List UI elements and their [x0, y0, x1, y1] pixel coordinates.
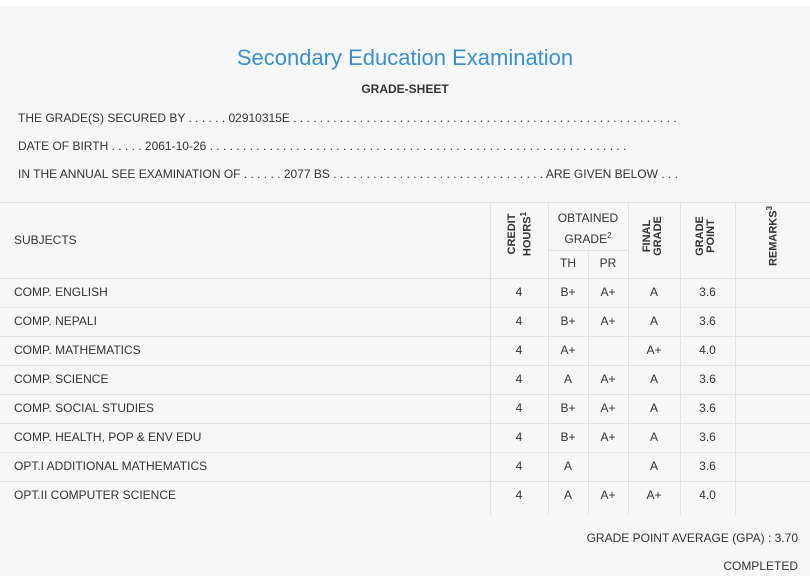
- grade-cell: 4.0: [699, 488, 716, 502]
- grade-cell: B+: [560, 285, 576, 299]
- grade-cell: A+: [600, 372, 616, 386]
- grade-cell: A: [649, 285, 658, 299]
- rule: [0, 452, 810, 453]
- grade-cell: 3.6: [699, 401, 716, 415]
- grade-cell: A: [649, 314, 658, 328]
- rule: [588, 250, 589, 515]
- grade-cell: A+: [600, 401, 616, 415]
- grade-cell: 3.6: [699, 459, 716, 473]
- grade-cell: 4: [515, 314, 523, 328]
- rule: [628, 202, 629, 515]
- header-cell: REMARKS3: [764, 201, 780, 271]
- subject: COMP. HEALTH, POP & ENV EDU: [14, 430, 202, 444]
- rule: [0, 481, 810, 482]
- subject: COMP. MATHEMATICS: [14, 343, 141, 357]
- rule: [0, 278, 810, 279]
- grade-cell: 3.6: [699, 314, 716, 328]
- grade-cell: A+: [600, 430, 616, 444]
- grade-cell: 4: [515, 459, 523, 473]
- subject: OPT.I ADDITIONAL MATHEMATICS: [14, 459, 208, 473]
- grade-cell: A: [563, 488, 572, 502]
- info-line: IN THE ANNUAL SEE EXAMINATION OF . . . .…: [18, 167, 678, 181]
- header-cell: TH: [560, 256, 576, 270]
- grade-cell: 4: [515, 343, 523, 357]
- rule: [0, 336, 810, 337]
- subject: COMP. SOCIAL STUDIES: [14, 401, 155, 415]
- subject: COMP. SCIENCE: [14, 372, 109, 386]
- header-cell: GRADE POINT: [694, 216, 717, 256]
- subject: COMP. ENGLISH: [14, 285, 108, 299]
- header-cell: SUBJECTS: [14, 233, 77, 247]
- rule: [0, 394, 810, 395]
- footnote: 1: [519, 211, 528, 217]
- grade-cell: 4.0: [699, 343, 716, 357]
- info-line: THE GRADE(S) SECURED BY . . . . . . 0291…: [18, 111, 677, 125]
- grade-cell: B+: [560, 401, 576, 415]
- subtitle: GRADE-SHEET: [361, 82, 449, 96]
- grade-cell: A: [563, 459, 572, 473]
- grade-cell: 3.6: [699, 372, 716, 386]
- header-text: OBTAINED GRADE: [557, 211, 619, 246]
- info-line: DATE OF BIRTH . . . . . 2061-10-26 . . .…: [18, 139, 627, 153]
- header-text: CREDIT HOURS: [506, 213, 534, 257]
- header-cell: PR: [599, 256, 617, 270]
- rule: [548, 202, 549, 515]
- gpa: GRADE POINT AVERAGE (GPA) : 3.70: [586, 531, 798, 545]
- rule: [680, 202, 681, 515]
- header-cell: FINAL GRADE: [641, 216, 664, 256]
- subject: COMP. NEPALI: [14, 314, 97, 328]
- grade-cell: 3.6: [699, 285, 716, 299]
- grade-cell: A: [563, 372, 572, 386]
- title: Secondary Education Examination: [236, 45, 574, 70]
- grade-cell: A+: [600, 314, 616, 328]
- footnote: 2: [607, 231, 612, 240]
- header-cell: OBTAINED GRADE2: [548, 210, 628, 248]
- grade-cell: A: [649, 401, 658, 415]
- grade-cell: A: [649, 430, 658, 444]
- grade-cell: A+: [600, 488, 616, 502]
- grade-cell: 3.6: [699, 430, 716, 444]
- rule: [490, 202, 491, 515]
- grade-cell: 4: [515, 430, 523, 444]
- rule: [0, 202, 810, 203]
- grade-sheet: Secondary Education Examination GRADE-SH…: [0, 6, 810, 576]
- grade-cell: 4: [515, 372, 523, 386]
- grade-cell: A+: [646, 343, 662, 357]
- rule: [0, 307, 810, 308]
- grade-cell: A+: [600, 285, 616, 299]
- rule: [0, 365, 810, 366]
- rule: [735, 202, 736, 515]
- grade-cell: A: [649, 459, 658, 473]
- header-cell: CREDIT HOURS1: [506, 204, 534, 264]
- grade-cell: A+: [646, 488, 662, 502]
- header-text: REMARKS: [767, 210, 780, 267]
- rule: [0, 423, 810, 424]
- grade-cell: B+: [560, 314, 576, 328]
- grade-cell: A: [649, 372, 658, 386]
- grade-cell: 4: [515, 488, 523, 502]
- grade-cell: A+: [560, 343, 576, 357]
- grade-cell: B+: [560, 430, 576, 444]
- footnote: 3: [765, 205, 774, 211]
- subject: OPT.II COMPUTER SCIENCE: [14, 488, 177, 502]
- grade-cell: 4: [515, 285, 523, 299]
- grade-cell: 4: [515, 401, 523, 415]
- status: COMPLETED: [723, 559, 798, 573]
